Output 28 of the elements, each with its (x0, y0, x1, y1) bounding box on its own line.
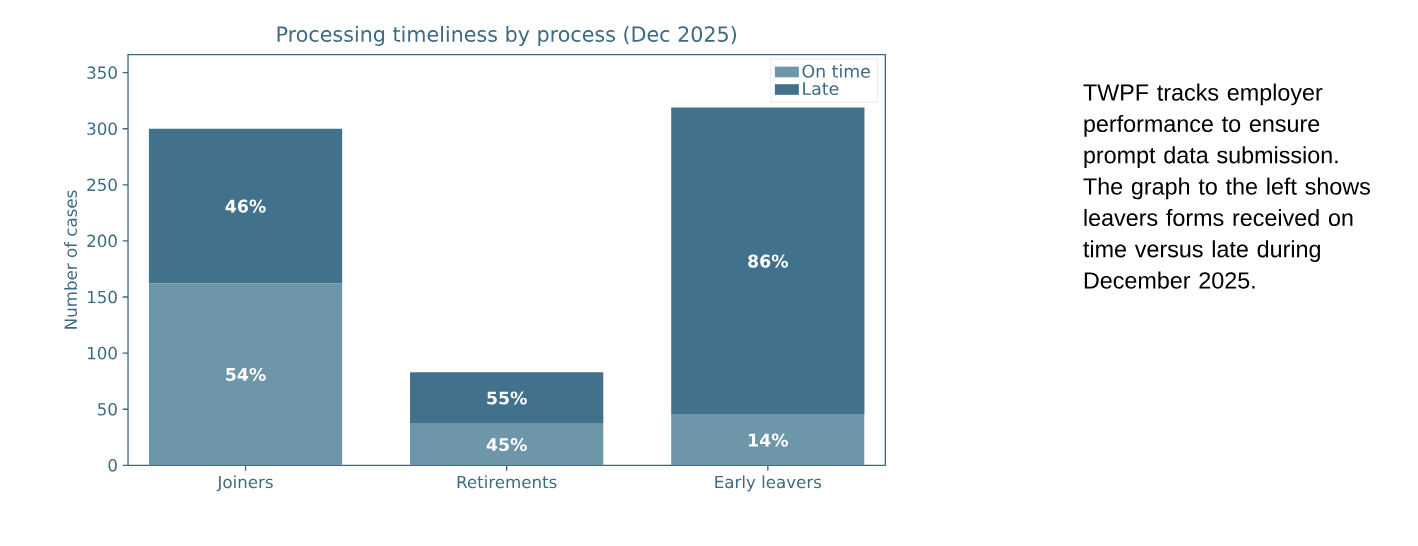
x-tick-label: Retirements (457, 475, 557, 489)
legend-label: Late (803, 82, 839, 96)
legend-label: On time (802, 64, 870, 78)
y-tick-label: 350 (87, 66, 117, 79)
annotation: 45% (486, 438, 527, 452)
bar (671, 414, 865, 466)
bar (410, 423, 604, 466)
text: TWPF tracks employer performance to ensure prompt data submission. The graph to the left shows leavers forms received on time versus late during December 2025. (1083, 83, 1370, 289)
y-tick-label: 50 (98, 402, 117, 416)
y-tick-label: 100 (88, 346, 117, 360)
y-tick-label: 150 (88, 290, 117, 304)
annotation: 46% (225, 199, 266, 213)
y-tick-label: 0 (108, 459, 117, 472)
y-tick-label: 250 (87, 178, 117, 192)
bar (671, 107, 865, 415)
x-tick-label: Early leavers (715, 475, 822, 492)
bar (410, 372, 604, 424)
annotation: 55% (487, 391, 527, 405)
y-axis-title: Number of cases (64, 190, 77, 329)
annotation: 54% (226, 367, 266, 381)
y-tick-label: 300 (87, 122, 117, 136)
x-tick-label: Joiners (216, 475, 273, 492)
y-tick-label: 200 (87, 234, 117, 248)
bar (148, 283, 343, 466)
annotation: 86% (748, 254, 789, 268)
chart-title: Processing timeliness by process (Dec 2025) (277, 25, 736, 46)
annotation: 14% (749, 433, 789, 447)
bar (148, 128, 343, 284)
